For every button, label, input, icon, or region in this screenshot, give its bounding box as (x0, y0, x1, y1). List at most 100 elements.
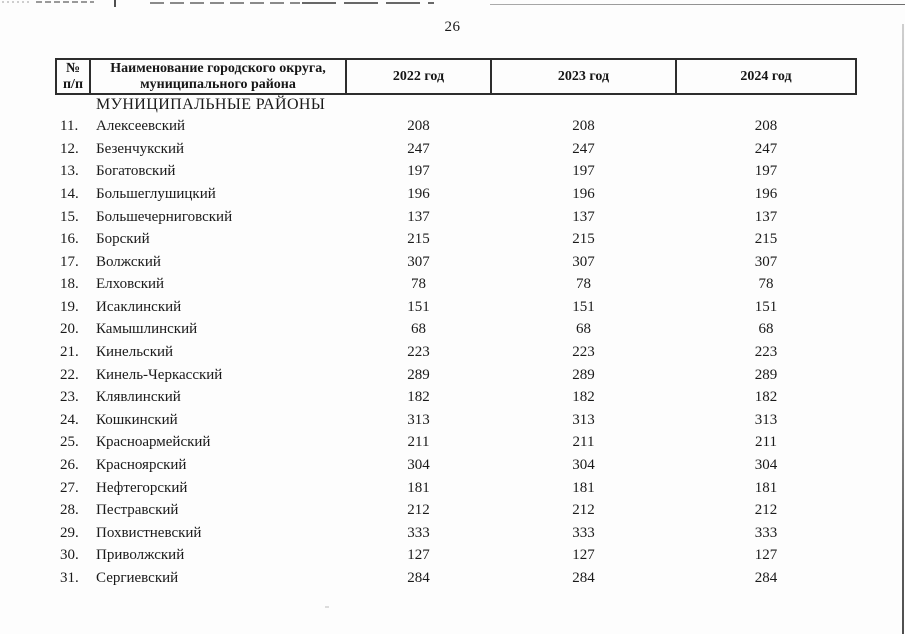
cell-y2022: 333 (407, 524, 430, 541)
table-row: 14. Большеглушицкий 196 196 196 (56, 183, 856, 206)
table-header: № п/п Наименование городского округа, му… (55, 57, 857, 96)
column-header-2022: 2022 год (345, 57, 492, 96)
cell-y2022: 247 (407, 140, 430, 157)
cell-num: 17. (60, 253, 79, 270)
column-header-num-line2: п/п (62, 76, 84, 92)
scan-artifact-page-edge-line (902, 24, 904, 634)
cell-name: Безенчукский (96, 140, 185, 157)
table-row: 16. Борский 215 215 215 (56, 228, 856, 251)
cell-num: 13. (60, 163, 79, 180)
cell-y2023: 208 (572, 118, 595, 135)
table-row: 20. Камышлинский 68 68 68 (56, 319, 856, 342)
cell-name: Кинель-Черкасский (96, 366, 223, 383)
cell-y2024: 208 (754, 118, 778, 135)
scan-artifact-top-dash-2 (150, 2, 300, 4)
table-row: 31. Сергиевский 284 284 284 (56, 567, 856, 590)
table-row: 27. Нефтегорский 181 181 181 (56, 477, 856, 500)
cell-name: Борский (96, 231, 150, 248)
cell-name: Нефтегорский (96, 479, 188, 496)
table-row: 17. Волжский 307 307 307 (56, 251, 856, 274)
cell-name: Волжский (96, 253, 161, 270)
cell-y2024: 68 (758, 321, 774, 338)
scan-artifact-top-dots (2, 1, 32, 3)
cell-y2023: 196 (572, 185, 595, 202)
cell-y2022: 304 (407, 457, 430, 474)
cell-y2023: 127 (572, 547, 595, 564)
cell-y2024: 215 (754, 231, 778, 248)
cell-y2022: 137 (407, 208, 430, 225)
page-number: 26 (444, 19, 461, 35)
cell-y2022: 212 (407, 502, 430, 519)
cell-y2022: 223 (407, 344, 430, 361)
cell-y2023: 223 (572, 344, 595, 361)
cell-y2023: 182 (572, 389, 595, 406)
table-row: 26. Красноярский 304 304 304 (56, 454, 856, 477)
table-row: 24. Кошкинский 313 313 313 (56, 409, 856, 432)
cell-y2023: 313 (572, 411, 595, 428)
cell-y2023: 211 (572, 434, 595, 451)
cell-name: Сергиевский (96, 570, 179, 587)
cell-y2023: 197 (572, 163, 595, 180)
cell-y2024: 151 (754, 298, 778, 315)
cell-y2023: 137 (572, 208, 595, 225)
section-row-empty-cell (56, 94, 90, 115)
cell-y2023: 212 (572, 502, 595, 519)
cell-y2022: 151 (407, 298, 430, 315)
cell-name: Алексеевский (96, 118, 186, 135)
cell-y2023: 333 (572, 524, 595, 541)
table-row: 23. Клявлинский 182 182 182 (56, 386, 856, 409)
table-row: 30. Приволжский 127 127 127 (56, 545, 856, 568)
cell-y2024: 212 (754, 502, 778, 519)
table-row: 11. Алексеевский 208 208 208 (56, 115, 856, 138)
table-row: 18. Елховский 78 78 78 (56, 274, 856, 297)
header-row: № п/п Наименование городского округа, му… (55, 57, 857, 96)
cell-y2024: 211 (755, 434, 777, 451)
cell-y2023: 289 (572, 366, 595, 383)
cell-y2024: 289 (754, 366, 778, 383)
cell-name: Пестравский (96, 502, 179, 519)
cell-num: 14. (60, 185, 79, 202)
table-row: 15. Большечерниговский 137 137 137 (56, 206, 856, 229)
cell-num: 25. (60, 434, 79, 451)
cell-y2022: 284 (407, 570, 430, 587)
cell-y2022: 307 (407, 253, 430, 270)
cell-name: Большечерниговский (96, 208, 233, 225)
cell-y2024: 247 (754, 140, 778, 157)
cell-y2024: 137 (754, 208, 778, 225)
cell-y2022: 211 (407, 434, 430, 451)
table-row: 19. Исаклинский 151 151 151 (56, 296, 856, 319)
cell-y2024: 197 (754, 163, 778, 180)
cell-num: 24. (60, 411, 79, 428)
cell-name: Похвистневский (96, 524, 202, 541)
cell-name: Клявлинский (96, 389, 181, 406)
cell-y2022: 313 (407, 411, 430, 428)
table-body: МУНИЦИПАЛЬНЫЕ РАЙОНЫ 11. Алексеевский 208 2… (56, 94, 856, 589)
column-header-name: Наименование городского округа, муниципа… (89, 57, 347, 96)
cell-y2022: 182 (407, 389, 430, 406)
scan-artifact-top-dash-3 (302, 2, 434, 5)
cell-y2023: 307 (572, 253, 595, 270)
cell-y2023: 284 (572, 570, 595, 587)
cell-y2023: 304 (572, 457, 595, 474)
cell-num: 27. (60, 479, 79, 496)
column-header-num: № п/п (55, 57, 91, 96)
scan-artifact-top-line (490, 3, 905, 6)
cell-num: 28. (60, 502, 79, 519)
section-label: МУНИЦИПАЛЬНЫЕ РАЙОНЫ (96, 96, 326, 114)
cell-y2022: 68 (411, 321, 426, 338)
cell-y2023: 68 (576, 321, 591, 338)
table-row: 22. Кинель-Черкасский 289 289 289 (56, 364, 856, 387)
table-row: 12. Безенчукский 247 247 247 (56, 138, 856, 161)
cell-y2024: 196 (754, 185, 778, 202)
cell-y2022: 197 (407, 163, 430, 180)
cell-y2024: 304 (754, 457, 778, 474)
cell-y2022: 196 (407, 185, 430, 202)
cell-name: Большеглушицкий (96, 185, 216, 202)
table-row: 29. Похвистневский 333 333 333 (56, 522, 856, 545)
scan-artifact-top-tick (114, 0, 116, 7)
column-header-num-line1: № (65, 61, 81, 76)
cell-num: 20. (60, 321, 79, 338)
cell-num: 19. (60, 298, 79, 315)
table-row: 13. Богатовский 197 197 197 (56, 161, 856, 184)
